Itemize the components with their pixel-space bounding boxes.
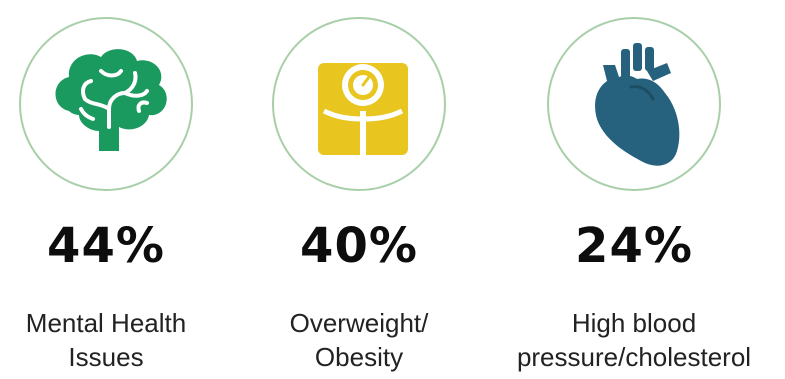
icon-circle <box>547 17 721 191</box>
icon-circle <box>19 17 193 191</box>
stat-label-line: pressure/cholesterol <box>516 342 752 372</box>
stat-label-line: High blood <box>571 308 697 338</box>
stat-blood-pressure: 24% High blood pressure/cholesterol <box>509 0 759 379</box>
heart-icon <box>595 43 680 166</box>
stat-label: High blood pressure/cholesterol <box>509 306 759 374</box>
stat-label: Overweight/ Obesity <box>234 306 484 374</box>
stat-label: Mental Health Issues <box>0 306 231 374</box>
stat-value: 40% <box>300 218 418 274</box>
stat-label-line: Mental Health <box>25 308 187 338</box>
stat-value: 44% <box>47 218 165 274</box>
stat-overweight: 40% Overweight/ Obesity <box>234 0 484 379</box>
icon-circle <box>272 17 446 191</box>
stat-label-line: Overweight/ <box>289 308 429 338</box>
brain-icon <box>55 49 167 151</box>
scale-icon <box>318 63 408 155</box>
stat-label-line: Obesity <box>314 342 404 372</box>
stat-mental-health: 44% Mental Health Issues <box>0 0 231 379</box>
stat-value: 24% <box>575 218 693 274</box>
stat-label-line: Issues <box>68 342 144 372</box>
